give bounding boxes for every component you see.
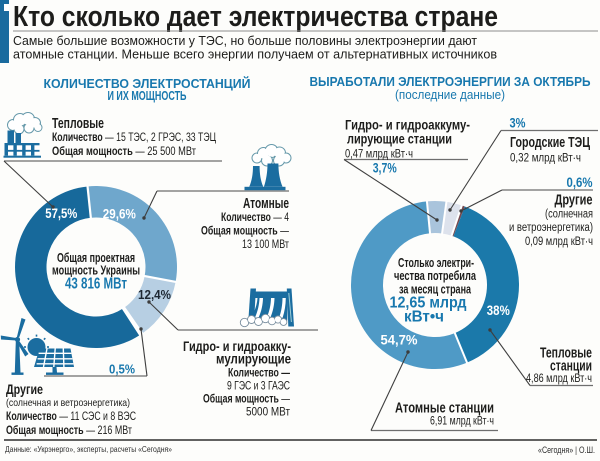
svg-text:4,86 млрд кВт·ч: 4,86 млрд кВт·ч (526, 371, 592, 385)
svg-text:атомные станции. Меньше всего: атомные станции. Меньше всего энергии по… (13, 47, 497, 62)
svg-text:Общая проектная: Общая проектная (57, 250, 135, 265)
svg-text:и ветроэнергетика): и ветроэнергетика) (509, 222, 593, 234)
svg-text:Другие: Другие (555, 192, 593, 209)
svg-text:за месяц страна: за месяц страна (399, 283, 472, 297)
svg-text:Тепловые: Тепловые (52, 116, 104, 132)
svg-text:Количество — 11 СЭС и 8 ВЭС: Количество — 11 СЭС и 8 ВЭС (6, 411, 136, 423)
svg-text:Атомные: Атомные (243, 196, 289, 212)
svg-text:Столько электри-: Столько электри- (398, 256, 474, 270)
svg-text:38%: 38% (487, 302, 510, 318)
svg-text:5000 МВт: 5000 МВт (246, 405, 290, 419)
svg-text:57,5%: 57,5% (45, 206, 77, 221)
svg-text:29,6%: 29,6% (103, 207, 136, 222)
svg-text:Общая мощность —: Общая мощность — (203, 392, 290, 406)
svg-text:Общая мощность — 25 500 МВт: Общая мощность — 25 500 МВт (52, 144, 196, 158)
svg-text:Атомные станции: Атомные станции (395, 401, 494, 417)
svg-text:12,4%: 12,4% (138, 287, 171, 302)
svg-text:43 816 МВт: 43 816 МВт (65, 276, 127, 293)
svg-text:«Сегодня» | О.Ш.: «Сегодня» | О.Ш. (538, 445, 595, 455)
svg-text:0,32 млрд кВт·ч: 0,32 млрд кВт·ч (510, 151, 581, 165)
svg-text:0,5%: 0,5% (109, 362, 135, 377)
svg-text:9 ГЭС и 3 ГАЭС: 9 ГЭС и 3 ГАЭС (227, 379, 290, 393)
svg-text:(последние данные): (последние данные) (395, 87, 505, 102)
svg-text:Другие: Другие (6, 382, 43, 397)
svg-text:Данные: «Укрэнерго», эксперты,: Данные: «Укрэнерго», эксперты, расчеты «… (5, 444, 172, 454)
svg-text:И ИХ МОЩНОСТЬ: И ИХ МОЩНОСТЬ (108, 88, 187, 103)
svg-text:мощность Украины: мощность Украины (52, 263, 140, 278)
svg-text:3%: 3% (510, 116, 526, 131)
svg-text:Гидро- и гидроаккуму-: Гидро- и гидроаккуму- (345, 118, 470, 133)
svg-text:мулирующие: мулирующие (216, 351, 291, 367)
svg-text:станции: станции (550, 359, 592, 375)
svg-text:13 100 МВт: 13 100 МВт (242, 237, 289, 251)
svg-text:Кто сколько дает электричества: Кто сколько дает электричества стране (13, 1, 498, 33)
svg-text:3,7%: 3,7% (373, 161, 397, 176)
svg-text:кВт•ч: кВт•ч (404, 309, 444, 326)
svg-text:ВЫРАБОТАЛИ ЭЛЕКТРОЭНЕРГИИ ЗА О: ВЫРАБОТАЛИ ЭЛЕКТРОЭНЕРГИИ ЗА ОКТЯБРЬ (310, 74, 591, 89)
svg-text:12,65 млрд: 12,65 млрд (390, 295, 467, 312)
svg-text:6,91 млрд кВт·ч: 6,91 млрд кВт·ч (430, 414, 494, 428)
svg-text:0,6%: 0,6% (567, 175, 593, 190)
svg-text:(солнечная: (солнечная (545, 209, 593, 221)
svg-text:Количество — 15 ТЭС, 2 ГРЭС, 3: Количество — 15 ТЭС, 2 ГРЭС, 33 ТЭЦ (52, 130, 216, 144)
svg-text:Общая мощность — 216 МВт: Общая мощность — 216 МВт (6, 425, 133, 437)
svg-text:Количество — 4: Количество — 4 (221, 210, 289, 224)
svg-text:Количество —: Количество — (228, 366, 290, 380)
svg-text:Городские ТЭЦ: Городские ТЭЦ (510, 135, 590, 151)
svg-text:Тепловые: Тепловые (540, 346, 592, 362)
svg-text:КОЛИЧЕСТВО ЭЛЕКТРОСТАНЦИЙ: КОЛИЧЕСТВО ЭЛЕКТРОСТАНЦИЙ (44, 76, 251, 91)
svg-text:54,7%: 54,7% (381, 332, 419, 348)
svg-text:(солнечная и ветроэнергетика): (солнечная и ветроэнергетика) (6, 397, 130, 409)
svg-text:0,47 млрд кВт·ч: 0,47 млрд кВт·ч (345, 147, 413, 161)
svg-text:чества потребила: чества потребила (394, 269, 477, 283)
svg-text:Гидро- и гидроакку-: Гидро- и гидроакку- (183, 338, 291, 354)
svg-text:0,09 млрд кВт·ч: 0,09 млрд кВт·ч (525, 234, 593, 248)
svg-text:Самые большие возможности у ТЭ: Самые большие возможности у ТЭС, но боль… (13, 33, 477, 48)
svg-text:лирующие станции: лирующие станции (347, 132, 452, 147)
svg-text:Общая мощность —: Общая мощность — (201, 224, 289, 238)
